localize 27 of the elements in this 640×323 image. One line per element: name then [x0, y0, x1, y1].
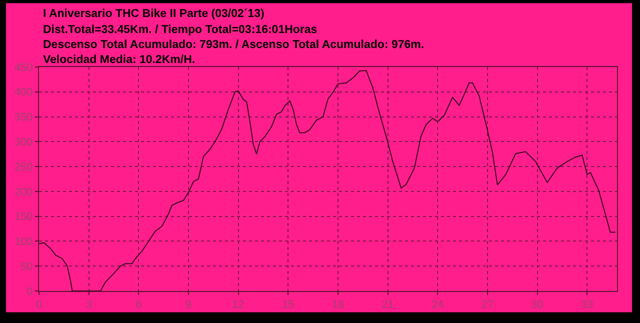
x-tick-label: 24: [431, 299, 444, 312]
y-tick-label: 300: [14, 136, 33, 149]
text: Descenso Total Acumulado: 793m. / Ascenso Total Acumulado: 976m.: [43, 39, 424, 51]
y-tick-label: 0: [26, 286, 33, 298]
x-tick-label: 9: [185, 299, 192, 312]
x-tick-label: 0: [36, 299, 42, 312]
x-tick-label: 15: [282, 299, 294, 312]
y-tick-label: 50: [20, 260, 33, 273]
x-tick-label: 3: [86, 299, 92, 312]
text: Velocidad Media: 10.2Km/H.: [43, 54, 196, 66]
y-tick-label: 350: [14, 112, 33, 124]
x-tick-label: 6: [136, 299, 142, 312]
line-series: [39, 70, 616, 291]
x-tick-label: 30: [531, 299, 544, 312]
x-tick-label: 18: [332, 299, 344, 312]
y-tick-label: 250: [14, 161, 33, 174]
y-tick-label: 100: [14, 236, 33, 248]
x-tick-label: 21: [382, 299, 394, 312]
y-tick-label: 400: [14, 86, 33, 99]
x-tick-label: 33: [580, 299, 594, 312]
chart-title: I Aniversario THC Bike II Parte (03/02´13): [43, 8, 265, 20]
x-tick-label: 27: [481, 299, 494, 312]
y-tick-label: 150: [14, 211, 33, 224]
x-tick-label: 12: [232, 299, 244, 312]
y-tick-label: 450: [14, 62, 33, 74]
y-tick-label: 200: [14, 186, 33, 198]
text: Dist.Total=33.45Km. / Tiempo Total=03:16:01Horas: [43, 24, 318, 36]
